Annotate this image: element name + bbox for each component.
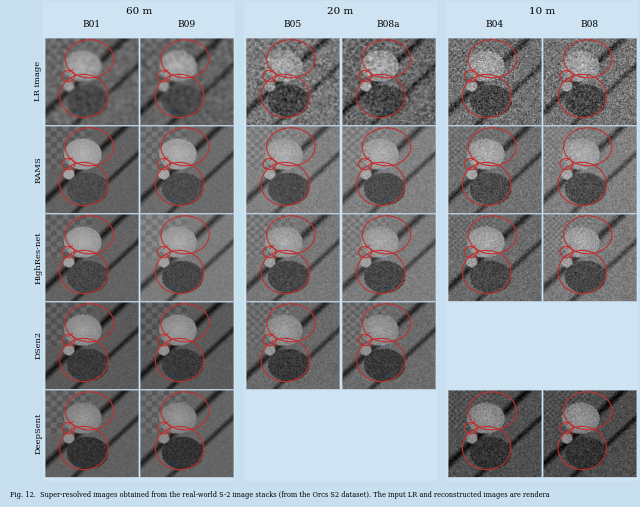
Text: B05: B05	[284, 20, 302, 29]
Text: RAMS: RAMS	[35, 156, 42, 183]
Text: DeepSent: DeepSent	[35, 413, 42, 454]
Text: DSen2: DSen2	[35, 331, 42, 359]
Text: B08a: B08a	[376, 20, 400, 29]
Bar	[342, 390, 435, 477]
Bar	[543, 302, 636, 388]
Text: Fig. 12.  Super-resolved images obtained from the real-world S-2 image stacks (f: Fig. 12. Super-resolved images obtained …	[10, 491, 549, 499]
Text: 10 m: 10 m	[529, 7, 555, 16]
Text: 20 m: 20 m	[327, 7, 354, 16]
Bar	[246, 390, 339, 477]
FancyBboxPatch shape	[244, 1, 436, 481]
Text: B09: B09	[178, 20, 196, 29]
Text: LR image: LR image	[35, 61, 42, 101]
Text: 60 m: 60 m	[126, 7, 152, 16]
FancyBboxPatch shape	[43, 1, 236, 481]
Text: B04: B04	[485, 20, 503, 29]
FancyBboxPatch shape	[445, 1, 638, 481]
Text: B08: B08	[580, 20, 598, 29]
Text: HighRes-net: HighRes-net	[35, 231, 42, 283]
Text: B01: B01	[83, 20, 100, 29]
Bar	[447, 302, 541, 388]
